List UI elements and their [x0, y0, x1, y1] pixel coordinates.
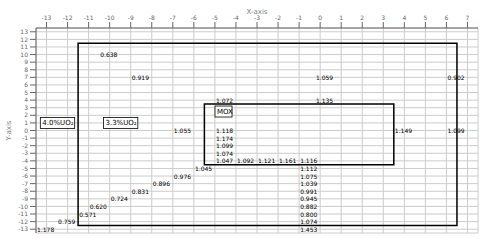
svg-text:6: 6 — [24, 81, 28, 88]
svg-text:-4: -4 — [22, 157, 28, 164]
svg-text:-8: -8 — [149, 14, 155, 21]
svg-text:1.099: 1.099 — [216, 142, 233, 149]
svg-text:-5: -5 — [22, 165, 28, 172]
svg-text:0.620: 0.620 — [90, 203, 107, 210]
svg-text:0: 0 — [24, 127, 28, 134]
svg-text:1.072: 1.072 — [216, 97, 233, 104]
svg-text:13: 13 — [20, 28, 28, 35]
svg-text:1: 1 — [339, 14, 343, 21]
svg-text:9: 9 — [24, 58, 28, 65]
svg-text:-7: -7 — [22, 180, 28, 187]
svg-text:-3: -3 — [254, 14, 260, 21]
svg-text:X-axis: X-axis — [247, 8, 268, 16]
svg-text:7: 7 — [24, 73, 28, 80]
svg-text:Y-axis: Y-axis — [8, 120, 13, 141]
svg-text:3.3%UO₂: 3.3%UO₂ — [105, 119, 136, 127]
svg-text:0.976: 0.976 — [174, 173, 191, 180]
svg-text:1.453: 1.453 — [300, 226, 317, 233]
svg-text:-4: -4 — [233, 14, 239, 21]
svg-text:-9: -9 — [22, 195, 28, 202]
svg-text:1.112: 1.112 — [300, 165, 317, 172]
svg-text:8: 8 — [24, 66, 28, 73]
svg-text:-1: -1 — [296, 14, 302, 21]
svg-text:5: 5 — [423, 14, 427, 21]
svg-text:0.759: 0.759 — [58, 218, 75, 225]
svg-text:4.0%UO₂: 4.0%UO₂ — [42, 119, 73, 127]
svg-text:1.116: 1.116 — [300, 157, 317, 164]
svg-text:0.991: 0.991 — [300, 188, 317, 195]
svg-text:1: 1 — [24, 119, 28, 126]
svg-text:3: 3 — [381, 14, 385, 21]
svg-text:-1: -1 — [22, 134, 28, 141]
svg-text:4: 4 — [24, 96, 28, 103]
svg-text:1.121: 1.121 — [258, 157, 275, 164]
svg-text:1.174: 1.174 — [216, 135, 233, 142]
svg-text:-11: -11 — [18, 210, 28, 217]
svg-text:6: 6 — [445, 14, 449, 21]
svg-text:1.099: 1.099 — [447, 127, 464, 134]
svg-text:-13: -13 — [18, 225, 28, 232]
svg-text:1.074: 1.074 — [216, 150, 233, 157]
svg-text:1.135: 1.135 — [316, 97, 333, 104]
svg-text:MOX: MOX — [217, 108, 233, 116]
svg-text:1.059: 1.059 — [316, 74, 333, 81]
svg-text:7: 7 — [466, 14, 470, 21]
svg-text:12: 12 — [20, 36, 28, 43]
svg-text:-8: -8 — [22, 187, 28, 194]
svg-text:-9: -9 — [128, 14, 134, 21]
svg-text:-13: -13 — [42, 14, 52, 21]
svg-text:-2: -2 — [275, 14, 281, 21]
svg-text:1.039: 1.039 — [300, 180, 317, 187]
svg-text:1.161: 1.161 — [279, 157, 296, 164]
svg-text:4: 4 — [402, 14, 406, 21]
svg-text:5: 5 — [24, 89, 28, 96]
svg-text:0.896: 0.896 — [153, 180, 170, 187]
svg-text:3: 3 — [24, 104, 28, 111]
svg-text:1.074: 1.074 — [300, 218, 317, 225]
svg-text:1.055: 1.055 — [174, 127, 191, 134]
svg-text:1.092: 1.092 — [237, 157, 254, 164]
svg-text:0.902: 0.902 — [447, 74, 464, 81]
svg-text:0.571: 0.571 — [79, 211, 96, 218]
svg-text:0.800: 0.800 — [300, 211, 317, 218]
svg-text:-6: -6 — [191, 14, 197, 21]
svg-text:-5: -5 — [212, 14, 218, 21]
svg-text:-10: -10 — [18, 203, 28, 210]
svg-text:1.118: 1.118 — [216, 127, 233, 134]
svg-text:-6: -6 — [22, 172, 28, 179]
svg-text:10: 10 — [20, 51, 28, 58]
svg-text:1.047: 1.047 — [216, 157, 233, 164]
svg-text:1.149: 1.149 — [395, 127, 412, 134]
svg-text:0.919: 0.919 — [132, 74, 149, 81]
svg-text:1.178: 1.178 — [37, 226, 54, 233]
svg-text:0.882: 0.882 — [300, 203, 317, 210]
svg-text:-2: -2 — [22, 142, 28, 149]
svg-text:0.724: 0.724 — [111, 195, 128, 202]
svg-text:1.075: 1.075 — [300, 173, 317, 180]
svg-text:11: 11 — [20, 43, 28, 50]
svg-text:-11: -11 — [84, 14, 94, 21]
svg-text:0: 0 — [318, 14, 322, 21]
svg-text:2: 2 — [24, 111, 28, 118]
svg-text:-12: -12 — [63, 14, 73, 21]
svg-text:0.638: 0.638 — [100, 51, 117, 58]
svg-text:-12: -12 — [18, 218, 28, 225]
svg-text:0.945: 0.945 — [300, 195, 317, 202]
svg-text:-3: -3 — [22, 149, 28, 156]
svg-text:-7: -7 — [170, 14, 176, 21]
svg-text:-10: -10 — [105, 14, 115, 21]
svg-text:0.831: 0.831 — [132, 188, 149, 195]
svg-text:2: 2 — [360, 14, 364, 21]
svg-text:1.045: 1.045 — [195, 165, 212, 172]
